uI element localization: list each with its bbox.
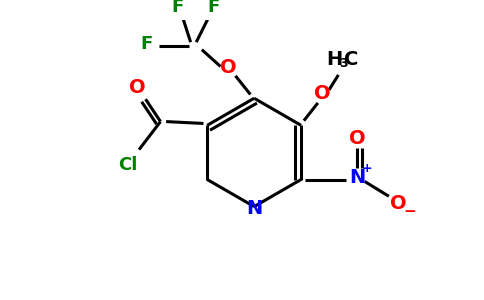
Text: O: O xyxy=(129,77,146,97)
Text: 3: 3 xyxy=(339,57,348,70)
Text: −: − xyxy=(403,204,416,219)
Text: C: C xyxy=(344,50,359,69)
Text: F: F xyxy=(140,35,153,53)
Text: N: N xyxy=(349,168,365,187)
Text: Cl: Cl xyxy=(118,156,137,174)
Text: O: O xyxy=(349,129,365,148)
Text: +: + xyxy=(361,162,372,175)
Text: H: H xyxy=(327,50,343,69)
Text: O: O xyxy=(390,194,407,213)
Text: N: N xyxy=(246,199,262,218)
Text: F: F xyxy=(208,0,220,16)
Text: F: F xyxy=(171,0,183,16)
Text: O: O xyxy=(314,84,331,103)
Text: O: O xyxy=(220,58,236,77)
